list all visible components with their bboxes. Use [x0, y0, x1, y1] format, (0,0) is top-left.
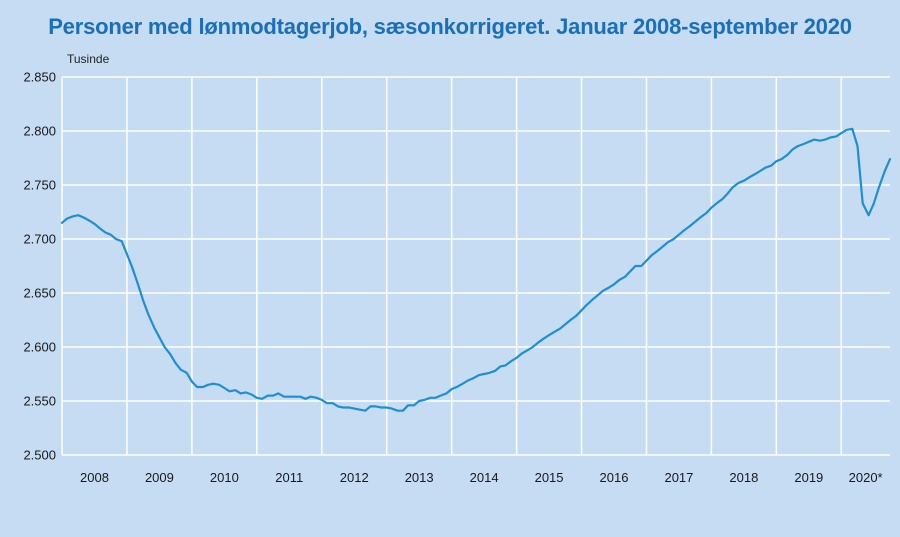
y-axis-unit-label: Tusinde: [67, 52, 110, 66]
x-tick-label: 2018: [729, 470, 758, 485]
x-tick-label: 2017: [664, 470, 693, 485]
y-tick-label: 2.500: [23, 448, 56, 463]
x-tick-label: 2012: [340, 470, 369, 485]
x-tick-label: 2020*: [849, 470, 883, 485]
x-tick-label: 2008: [80, 470, 109, 485]
y-tick-label: 2.650: [23, 286, 56, 301]
y-tick-label: 2.800: [23, 124, 56, 139]
y-tick-label: 2.750: [23, 178, 56, 193]
series-line: [60, 127, 892, 412]
y-tick-labels: 2.500 2.550 2.600 2.650 2.700 2.750 2.800 2.850: [23, 70, 56, 463]
x-tick-labels: 2008 2009 2010 2011 2012 2013 2014 2015 2016 2017…: [80, 470, 883, 485]
series-layer: [60, 127, 892, 412]
x-tick-label: 2015: [535, 470, 564, 485]
y-tick-label: 2.550: [23, 394, 56, 409]
chart-title: Personer med lønmodtagerjob, sæsonkorrig…: [48, 14, 852, 39]
y-tick-label: 2.700: [23, 232, 56, 247]
x-tick-label: 2016: [600, 470, 629, 485]
x-tick-label: 2014: [470, 470, 499, 485]
x-tick-label: 2010: [210, 470, 239, 485]
y-tick-label: 2.600: [23, 340, 56, 355]
x-tick-label: 2009: [145, 470, 174, 485]
y-tick-label: 2.850: [23, 70, 56, 85]
x-tick-label: 2013: [405, 470, 434, 485]
grid-lines: [61, 76, 890, 456]
x-tick-label: 2019: [794, 470, 823, 485]
x-tick-label: 2011: [275, 470, 303, 485]
